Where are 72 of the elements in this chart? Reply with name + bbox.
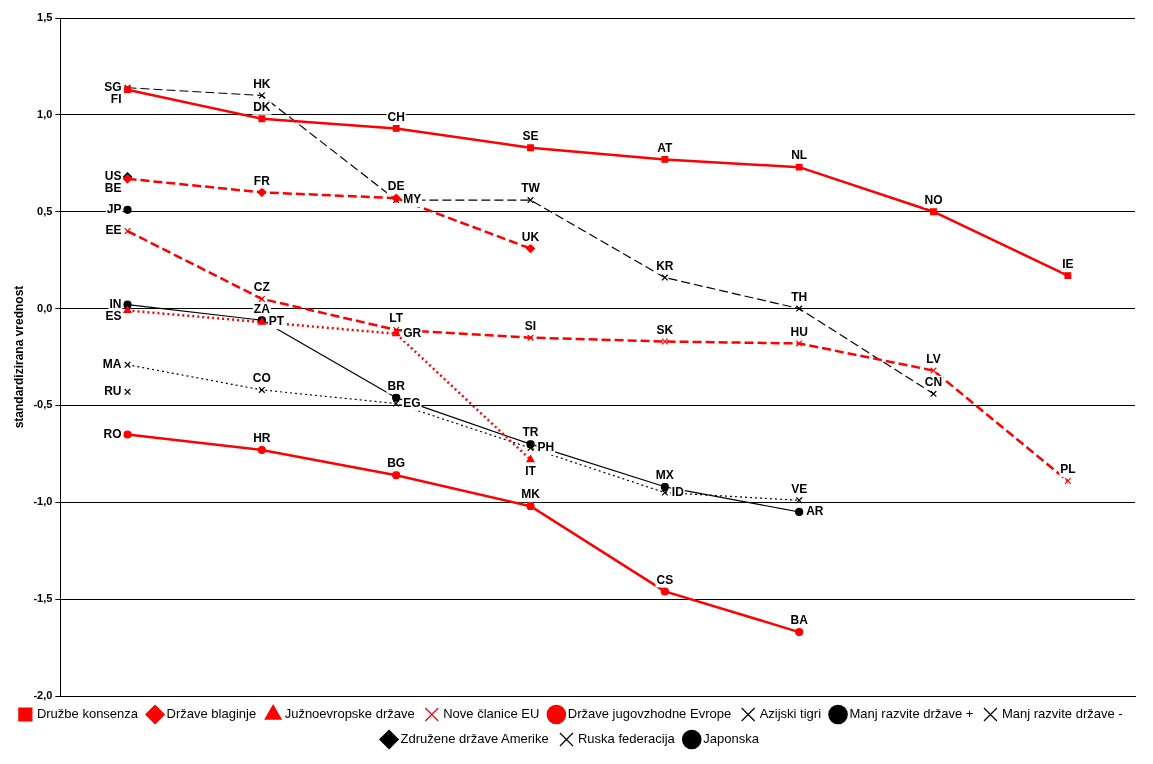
data-label: HR [253, 431, 271, 446]
data-label: CH [387, 109, 405, 124]
data-label: HK [253, 76, 271, 91]
data-label: IE [1062, 256, 1074, 271]
data-label: GR [403, 326, 422, 341]
legend-label: Države jugovzhodne Evrope [567, 706, 732, 722]
data-label: CS [656, 572, 674, 587]
data-label: EG [403, 395, 421, 410]
data-label: CN [924, 375, 943, 390]
legend-label: Manj razvite države - [1001, 706, 1123, 722]
legend-label: Združene države Amerike [400, 731, 549, 747]
legend-label: Manj razvite države + [849, 706, 974, 722]
data-label: AR [806, 504, 824, 519]
y-tick-label: -1,5 [33, 592, 53, 605]
data-label: EE [105, 223, 122, 238]
data-label: UK [521, 229, 540, 244]
data-label: CO [252, 371, 271, 386]
data-label: VE [791, 481, 808, 496]
data-label: PH [537, 440, 555, 455]
data-label: MY [403, 192, 422, 207]
y-axis-title: standardizirana vrednost [11, 285, 26, 429]
data-label: ES [105, 309, 122, 324]
legend-label: Ruska federacija [577, 731, 676, 747]
data-label: BA [790, 613, 809, 628]
data-label: ZA [253, 301, 271, 316]
data-label: LV [926, 351, 941, 366]
data-label: SE [522, 129, 539, 144]
data-label: BG [387, 456, 406, 471]
data-label: IT [525, 463, 537, 478]
data-label: TH [791, 289, 808, 304]
data-label: SI [524, 318, 537, 333]
data-label: ID [671, 484, 685, 499]
data-label: MX [655, 468, 674, 483]
y-tick-label: 0,5 [37, 204, 53, 217]
y-tick-label: -2,0 [33, 689, 53, 702]
data-label: TW [521, 181, 541, 196]
data-label: CZ [253, 280, 270, 295]
data-label: SG [104, 80, 122, 95]
data-label: FR [253, 173, 271, 188]
data-label: SK [656, 322, 674, 337]
data-label: DE [387, 179, 405, 194]
y-tick-label: -1,0 [33, 495, 53, 508]
data-label: PT [268, 314, 285, 329]
legend-label: Japonska [703, 731, 760, 747]
data-label: DK [253, 100, 271, 115]
data-label: AT [657, 140, 674, 155]
legend-label: Družbe konsenza [36, 706, 139, 722]
data-label: MK [521, 487, 541, 502]
data-label: NL [791, 148, 808, 163]
data-label: US [104, 169, 122, 184]
data-label: BE [104, 181, 122, 196]
data-label: MA [102, 357, 122, 372]
y-tick-label: -0,5 [33, 398, 53, 411]
data-label: TR [522, 425, 539, 440]
data-label: BR [387, 378, 406, 393]
data-label: KR [656, 258, 674, 273]
data-label: HU [790, 324, 808, 339]
y-tick-label: 0,0 [37, 301, 53, 314]
legend-label: Južnoevropske države [284, 706, 415, 722]
data-label: FI [110, 92, 122, 107]
y-tick-label: 1,0 [37, 107, 53, 120]
data-label: NO [924, 193, 943, 208]
data-label: RO [103, 426, 122, 441]
data-label: RU [104, 384, 122, 399]
data-label: LT [389, 311, 404, 326]
legend-label: Nove članice EU [443, 706, 540, 722]
data-label: JP [106, 202, 122, 217]
y-tick-label: 1,5 [37, 11, 53, 24]
legend-label: Azijski tigri [759, 706, 822, 722]
legend-label: Države blaginje [166, 706, 257, 722]
data-label: IN [109, 297, 122, 312]
data-label: PL [1060, 462, 1076, 477]
